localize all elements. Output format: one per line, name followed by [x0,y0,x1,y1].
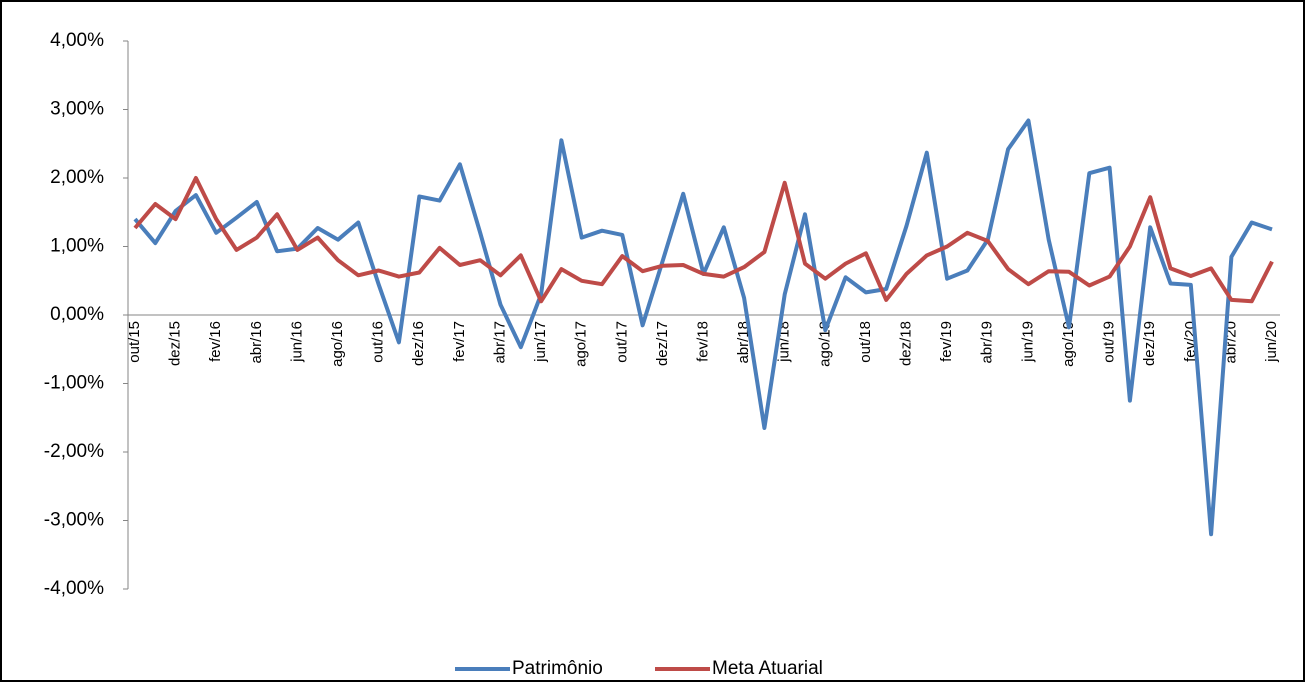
x-tick-label: abr/19 [979,321,996,364]
x-tick-label: fev/16 [207,321,224,362]
x-tick-label: ago/18 [816,321,833,367]
y-tick-label: -4,00% [44,578,104,599]
y-tick-label: 0,00% [50,304,104,325]
x-tick-label: abr/17 [491,321,508,364]
x-tick-label: out/16 [370,321,387,363]
x-tick-label: ago/17 [573,321,590,367]
legend-label: Patrimônio [512,658,603,679]
y-tick-label: -1,00% [44,373,104,394]
x-tick-label: ago/16 [329,321,346,367]
y-tick-label: -3,00% [44,510,104,531]
x-tick-label: fev/18 [694,321,711,362]
y-tick-label: -2,00% [44,441,104,462]
x-tick-label: jun/20 [1263,321,1280,363]
x-tick-label: dez/19 [1141,321,1158,366]
x-tick-label: out/19 [1101,321,1118,363]
x-tick-label: jun/17 [532,321,549,363]
x-tick-label: out/15 [126,321,143,363]
x-tick-label: fev/19 [938,321,955,362]
legend-label: Meta Atuarial [712,658,823,679]
x-tick-label: abr/16 [248,321,265,364]
x-tick-label: dez/16 [410,321,427,366]
x-tick-label: out/17 [613,321,630,363]
x-tick-label: jun/19 [1019,321,1036,363]
x-tick-label: dez/17 [654,321,671,366]
x-tick-label: dez/18 [898,321,915,366]
x-tick-label: fev/17 [451,321,468,362]
y-tick-label: 1,00% [50,236,104,257]
data-line [133,176,1274,304]
y-tick-label: 2,00% [50,167,104,188]
x-tick-label: jun/16 [288,321,305,363]
y-tick-label: 4,00% [50,30,104,51]
x-tick-label: ago/19 [1060,321,1077,367]
y-tick-label: 3,00% [50,99,104,120]
x-tick-label: out/18 [857,321,874,363]
x-tick-label: dez/15 [167,321,184,366]
